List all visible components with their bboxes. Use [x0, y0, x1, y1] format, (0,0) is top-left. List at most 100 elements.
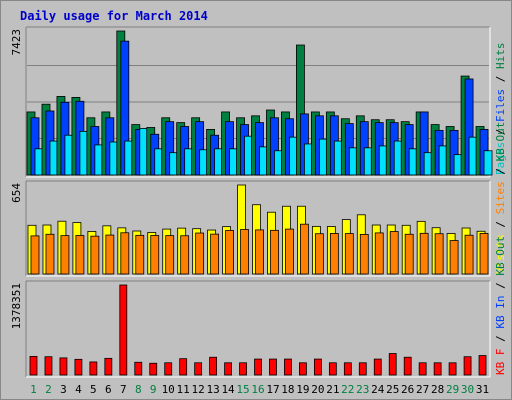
x-tick-label: 14	[221, 383, 235, 396]
legend-kb-in: KB In	[494, 296, 507, 329]
bar-kb-f	[328, 362, 337, 376]
legend-1: Visits / Sites / KB Out	[494, 122, 507, 274]
legend-2: KB F / KB In / KB Out	[494, 236, 507, 375]
bar-kb-f	[149, 362, 158, 376]
bar-kb-f	[313, 358, 322, 376]
bar-kb-f	[448, 362, 457, 376]
bar-kb-f	[239, 362, 247, 376]
legend-separator: /	[494, 122, 507, 142]
bar-kb-f	[164, 362, 173, 376]
bar-sites	[210, 233, 220, 275]
y-max-label: 7423	[10, 29, 23, 56]
x-tick-label: 31	[476, 383, 489, 396]
bar-kb-f	[463, 356, 472, 376]
x-tick-label: 9	[150, 383, 157, 396]
bar-kb-f	[269, 358, 277, 376]
legend-separator: /	[494, 161, 507, 181]
bar-kb-f	[478, 355, 487, 376]
bar-kb-f	[29, 355, 38, 376]
bar-kb-f	[104, 357, 113, 376]
bar-kb-f	[179, 358, 188, 376]
bar-sites	[389, 231, 399, 275]
bar-sites	[90, 235, 100, 275]
bar-sites	[479, 233, 489, 275]
legend-separator: /	[494, 214, 507, 234]
bar-sites	[449, 240, 459, 275]
bar-sites	[180, 235, 190, 275]
bar-sites	[359, 233, 369, 275]
bar-kb-f	[209, 356, 218, 376]
legend-kb-out: KB Out	[494, 122, 507, 162]
legend-0: Pages / Files / Hits	[494, 43, 507, 176]
x-tick-label: 4	[75, 383, 82, 396]
bar-sites	[105, 234, 115, 275]
x-tick-label: 27	[416, 383, 429, 396]
x-tick-label: 8	[135, 383, 142, 396]
bar-kb-f	[299, 362, 307, 376]
bar-kb-f	[433, 362, 442, 376]
bar-kb-f	[194, 362, 203, 376]
x-tick-label: 24	[371, 383, 385, 396]
bar-kb-f	[59, 357, 68, 376]
bar-sites	[285, 228, 294, 275]
bar-kb-f	[418, 362, 427, 376]
legend-kb-out: KB Out	[494, 236, 507, 276]
x-tick-label: 28	[431, 383, 444, 396]
chart-title: Daily usage for March 2014	[20, 9, 208, 23]
bar-kb-f	[358, 362, 367, 376]
x-tick-label: 19	[296, 383, 309, 396]
x-tick-label: 1	[30, 383, 37, 396]
legend-separator: /	[494, 69, 507, 89]
legend-kb-f: KB F	[494, 349, 507, 376]
x-tick-label: 6	[105, 383, 112, 396]
bar-sites	[150, 235, 160, 275]
bar-sites	[344, 233, 354, 275]
x-tick-label: 23	[356, 383, 369, 396]
bar-kb-f	[284, 358, 292, 376]
x-tick-label: 18	[281, 383, 294, 396]
bar-sites	[225, 230, 234, 275]
bar-sites	[314, 233, 324, 275]
legend-separator: /	[494, 329, 507, 349]
bar-sites	[419, 232, 429, 275]
x-tick-label: 11	[177, 383, 190, 396]
x-tick-label: 22	[341, 383, 354, 396]
bar-kb-f	[224, 362, 232, 376]
bar-pages	[483, 150, 493, 176]
x-tick-label: 2	[45, 383, 52, 396]
bar-sites	[300, 223, 309, 275]
legend-separator: /	[494, 276, 507, 296]
legend-pages: Pages	[494, 142, 507, 175]
bar-sites	[45, 233, 55, 275]
bar-sites	[404, 233, 414, 275]
bar-sites	[165, 235, 175, 275]
bar-sites	[30, 235, 40, 275]
bar-kb-f	[134, 361, 143, 376]
y-max-label: 654	[10, 183, 23, 203]
x-tick-label: 15	[236, 383, 249, 396]
legend-sites: Sites	[494, 181, 507, 214]
bar-kb-f	[119, 284, 128, 376]
bar-kb-f	[254, 358, 262, 376]
legend-visits: Visits	[494, 234, 507, 274]
x-tick-label: 29	[446, 383, 459, 396]
bar-sites	[434, 233, 444, 275]
bar-kb-f	[343, 362, 352, 376]
bar-sites	[329, 233, 339, 275]
x-tick-label: 3	[60, 383, 67, 396]
legend-hits: Hits	[494, 43, 507, 70]
bar-sites	[464, 234, 474, 275]
bar-kb-f	[373, 358, 382, 376]
x-tick-label: 25	[386, 383, 399, 396]
x-tick-label: 21	[326, 383, 339, 396]
x-tick-label: 10	[162, 383, 175, 396]
x-tick-label: 20	[311, 383, 324, 396]
bar-sites	[75, 235, 85, 275]
x-tick-label: 26	[401, 383, 414, 396]
bar-sites	[240, 229, 249, 275]
x-tick-label: 16	[251, 383, 264, 396]
bar-sites	[135, 234, 145, 275]
x-tick-label: 7	[120, 383, 127, 396]
